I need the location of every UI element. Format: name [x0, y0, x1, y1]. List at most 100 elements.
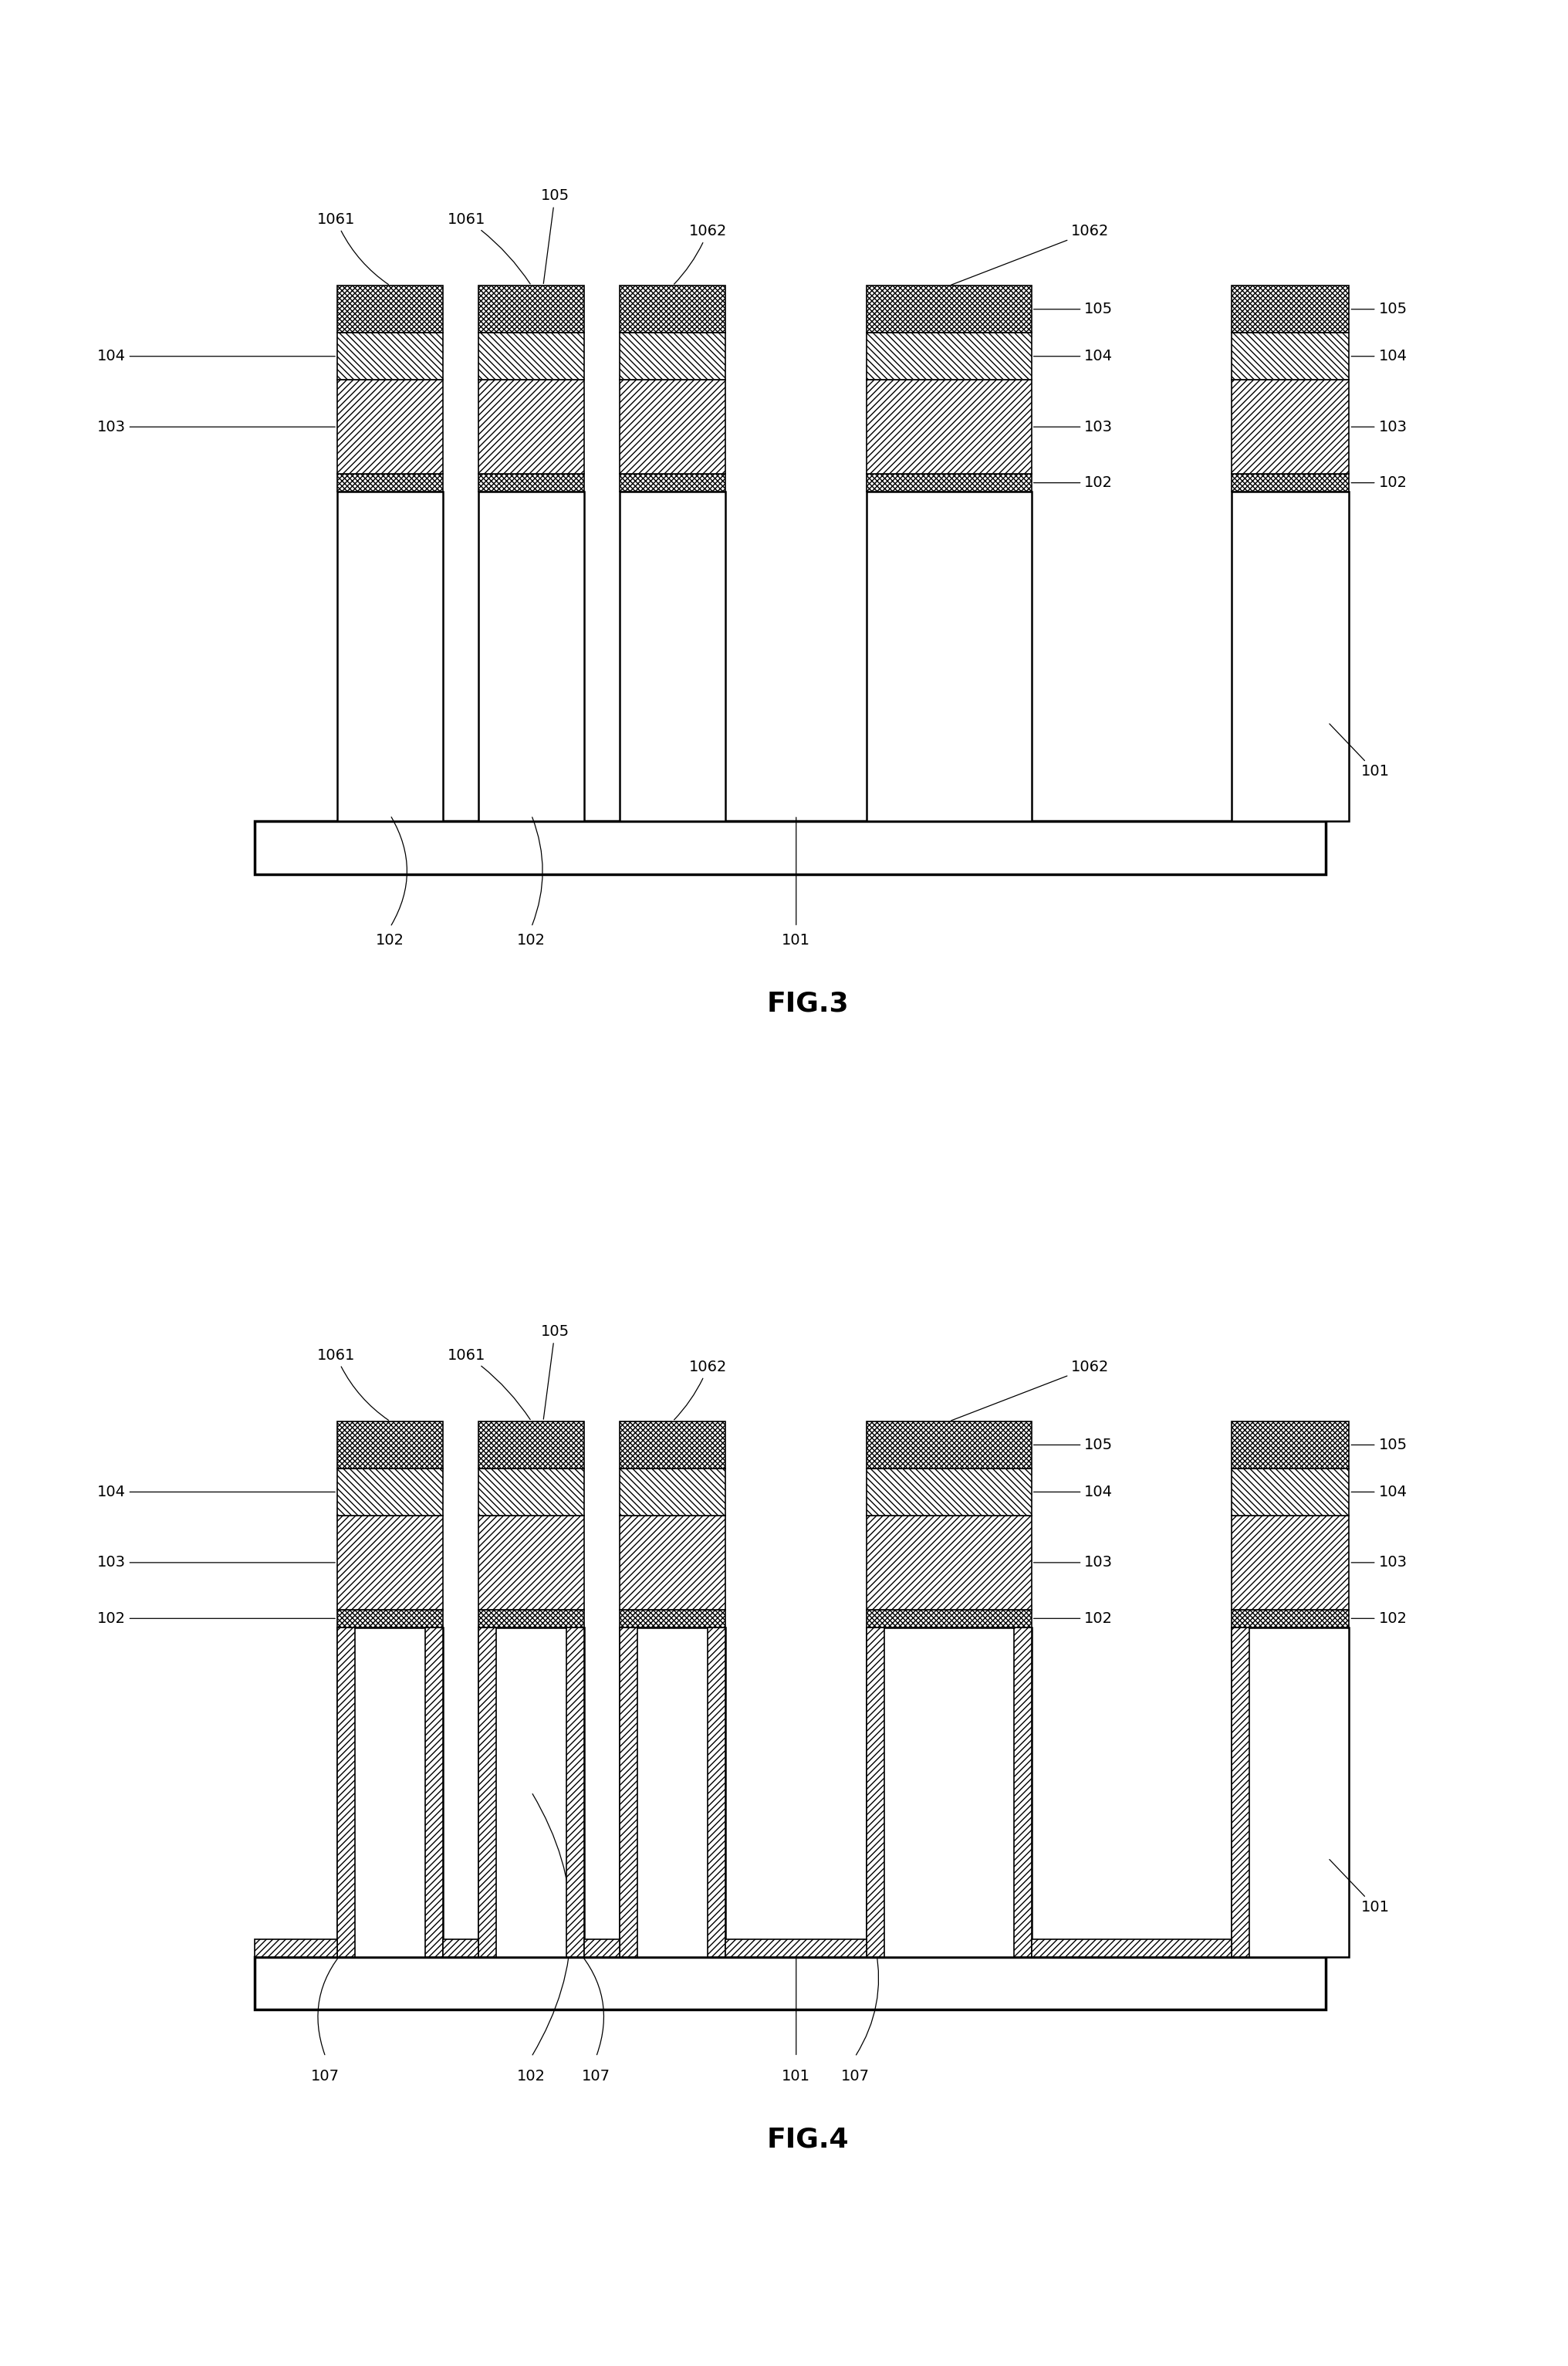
- Bar: [478, 1628, 495, 1957]
- Text: 107: 107: [840, 2068, 869, 2082]
- Bar: [337, 1517, 444, 1609]
- Bar: [867, 1469, 1032, 1517]
- Bar: [256, 821, 1325, 873]
- Text: FIG.4: FIG.4: [767, 2127, 848, 2153]
- Bar: [867, 492, 1032, 821]
- Bar: [1231, 286, 1348, 334]
- Text: 1062: 1062: [950, 225, 1109, 284]
- Text: 102: 102: [1350, 1611, 1406, 1625]
- Text: 102: 102: [1350, 476, 1406, 490]
- Text: FIG.3: FIG.3: [767, 991, 848, 1017]
- Bar: [585, 1940, 619, 1957]
- Text: 103: 103: [1033, 419, 1112, 435]
- Text: 103: 103: [1033, 1554, 1112, 1571]
- Text: 105: 105: [541, 189, 569, 284]
- Text: 105: 105: [1033, 303, 1113, 317]
- Text: 107: 107: [310, 2068, 340, 2082]
- Bar: [1231, 1469, 1348, 1517]
- Bar: [337, 286, 444, 334]
- Text: 104: 104: [1350, 1483, 1406, 1500]
- Text: 107: 107: [582, 2068, 610, 2082]
- Text: 101: 101: [1328, 724, 1389, 778]
- Bar: [337, 334, 444, 381]
- Bar: [337, 1628, 444, 1957]
- Bar: [1231, 492, 1348, 821]
- Bar: [478, 492, 585, 821]
- Bar: [867, 286, 1032, 334]
- Text: 102: 102: [1033, 1611, 1112, 1625]
- Bar: [256, 1940, 337, 1957]
- Text: 1061: 1061: [447, 213, 530, 284]
- Bar: [337, 1609, 444, 1628]
- Text: 105: 105: [1350, 1439, 1406, 1453]
- Text: 102: 102: [376, 932, 405, 946]
- Text: 1062: 1062: [674, 1360, 726, 1420]
- Bar: [1231, 334, 1348, 381]
- Bar: [619, 492, 724, 821]
- Bar: [478, 473, 585, 492]
- Text: 101: 101: [1328, 1860, 1389, 1914]
- Bar: [478, 334, 585, 381]
- Bar: [1231, 1628, 1248, 1957]
- Text: 1062: 1062: [674, 225, 726, 284]
- Bar: [256, 1957, 1325, 2009]
- Text: 1061: 1061: [447, 1349, 530, 1420]
- Text: 105: 105: [541, 1325, 569, 1420]
- Bar: [444, 1940, 478, 1957]
- Text: 102: 102: [1033, 476, 1112, 490]
- Bar: [867, 1609, 1032, 1628]
- Text: 103: 103: [1350, 1554, 1406, 1571]
- Bar: [478, 286, 585, 334]
- Bar: [337, 1628, 354, 1957]
- Text: 1061: 1061: [317, 1349, 389, 1420]
- Bar: [867, 381, 1032, 473]
- Text: 104: 104: [1033, 348, 1112, 364]
- Text: 104: 104: [1350, 348, 1406, 364]
- Bar: [707, 1628, 724, 1957]
- Bar: [619, 1422, 724, 1469]
- Bar: [478, 1517, 585, 1609]
- Bar: [337, 1422, 444, 1469]
- Bar: [1231, 1422, 1348, 1469]
- Bar: [619, 1517, 724, 1609]
- Text: 103: 103: [1350, 419, 1406, 435]
- Bar: [619, 334, 724, 381]
- Text: 103: 103: [97, 419, 336, 435]
- Text: 102: 102: [517, 2068, 546, 2082]
- Text: 1061: 1061: [317, 213, 389, 284]
- Text: 103: 103: [97, 1554, 336, 1571]
- Bar: [1013, 1628, 1032, 1957]
- Bar: [425, 1628, 444, 1957]
- Bar: [867, 473, 1032, 492]
- Bar: [724, 1940, 866, 1957]
- Text: 104: 104: [97, 348, 336, 364]
- Bar: [619, 1609, 724, 1628]
- Bar: [337, 473, 444, 492]
- Text: 101: 101: [781, 2068, 811, 2082]
- Bar: [867, 1628, 884, 1957]
- Bar: [337, 492, 444, 821]
- Text: 105: 105: [1350, 303, 1406, 317]
- Bar: [566, 1628, 585, 1957]
- Bar: [478, 1609, 585, 1628]
- Bar: [1231, 473, 1348, 492]
- Text: 102: 102: [517, 932, 546, 946]
- Text: 1062: 1062: [950, 1360, 1109, 1420]
- Bar: [478, 1628, 585, 1957]
- Bar: [619, 1628, 724, 1957]
- Bar: [337, 381, 444, 473]
- Bar: [478, 1469, 585, 1517]
- Bar: [867, 1517, 1032, 1609]
- Bar: [867, 1422, 1032, 1469]
- Bar: [337, 1469, 444, 1517]
- Bar: [619, 1628, 637, 1957]
- Text: 104: 104: [97, 1483, 336, 1500]
- Bar: [619, 1469, 724, 1517]
- Text: 101: 101: [781, 932, 811, 946]
- Bar: [1231, 381, 1348, 473]
- Text: 105: 105: [1033, 1439, 1113, 1453]
- Bar: [1231, 1517, 1348, 1609]
- Text: 102: 102: [97, 1611, 336, 1625]
- Bar: [619, 286, 724, 334]
- Bar: [1032, 1940, 1231, 1957]
